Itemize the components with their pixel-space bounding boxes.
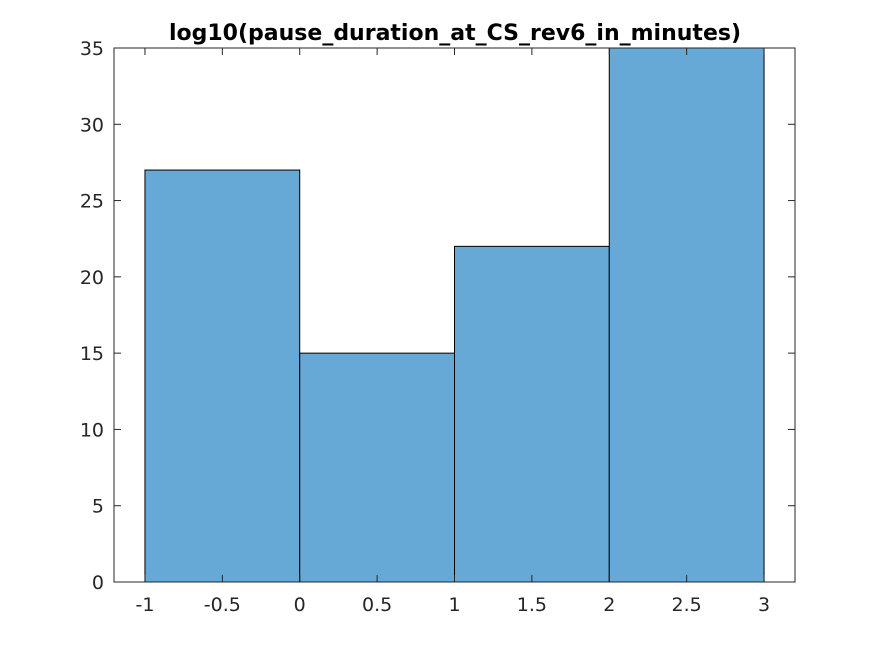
y-tick-label: 5 bbox=[92, 496, 104, 518]
x-tick-label: 0.5 bbox=[362, 594, 392, 616]
x-tick-label: -0.5 bbox=[204, 594, 241, 616]
x-tick-label: -1 bbox=[135, 594, 154, 616]
y-tick-label: 25 bbox=[80, 191, 104, 213]
y-tick-label: 30 bbox=[80, 114, 104, 136]
x-tick-label: 2 bbox=[603, 594, 615, 616]
histogram-bar bbox=[299, 352, 455, 583]
x-tick-label: 1 bbox=[448, 594, 460, 616]
y-tick-label: 35 bbox=[80, 38, 104, 60]
x-tick-labels: -1 -0.5 0 0.5 1 1.5 2 2.5 3 bbox=[135, 594, 770, 616]
y-tick-label: 0 bbox=[92, 572, 104, 594]
x-tick-label: 3 bbox=[758, 594, 770, 616]
histogram-bar bbox=[144, 169, 301, 583]
histogram-bar bbox=[454, 245, 610, 583]
chart-title: log10(pause_duration_at_CS_rev6_in_minut… bbox=[169, 21, 741, 46]
bars-layer bbox=[144, 47, 765, 583]
y-tick-labels: 0 5 10 15 20 25 30 35 bbox=[80, 38, 104, 594]
x-tick-label: 1.5 bbox=[517, 594, 547, 616]
x-tick-label: 0 bbox=[294, 594, 306, 616]
x-tick-label: 2.5 bbox=[672, 594, 702, 616]
plot-area-frame bbox=[113, 47, 796, 583]
y-tick-label: 15 bbox=[80, 343, 104, 365]
y-tick-label: 10 bbox=[80, 419, 104, 441]
y-tick-label: 20 bbox=[80, 267, 104, 289]
ticks-layer bbox=[114, 47, 795, 583]
histogram-bar bbox=[608, 47, 765, 583]
